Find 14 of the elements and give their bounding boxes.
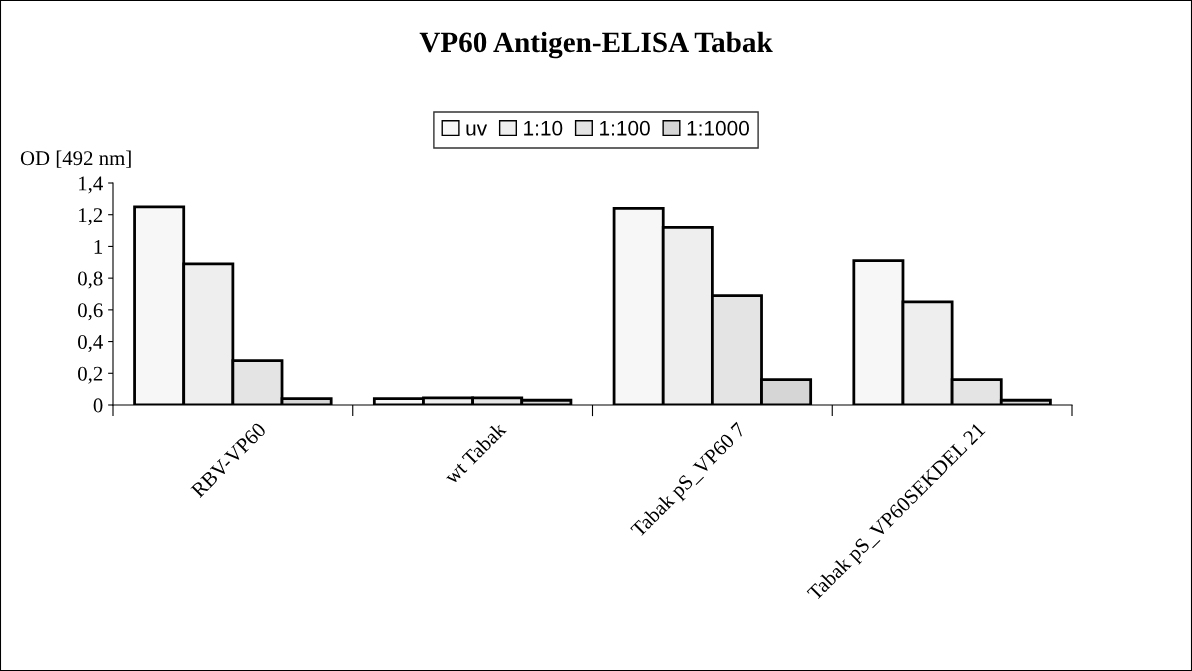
y-tick-label: 1,2 [79, 208, 103, 226]
y-tick-label: 0,8 [78, 271, 103, 289]
legend-label: 1:10 [524, 120, 563, 136]
y-tick-label: 0,2 [78, 366, 103, 384]
y-tick-label: 0,6 [78, 303, 103, 321]
y-tick-label: 1,4 [79, 176, 103, 194]
legend-label: 1:100 [600, 120, 650, 136]
chart-title: VP60 Antigen-ELISA Tabak [419, 31, 773, 59]
legend-label: 1:1000 [687, 120, 749, 136]
legend-label: uv [466, 124, 488, 136]
y-tick-label: 0 [93, 398, 103, 413]
y-tick-label: 1 [94, 239, 103, 254]
y-axis-title: OD [492 nm] [20, 150, 131, 168]
y-tick-label: 0,4 [78, 334, 103, 352]
